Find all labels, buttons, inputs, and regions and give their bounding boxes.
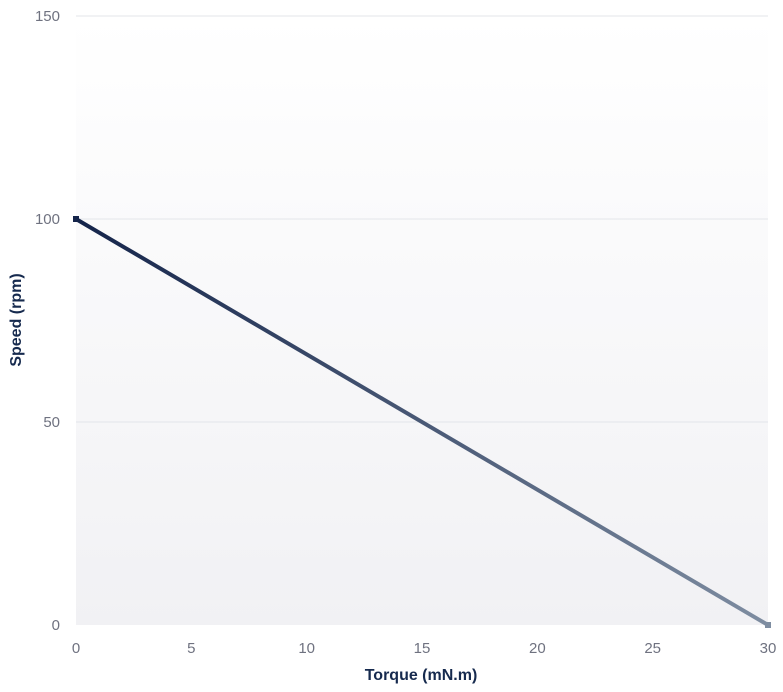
x-tick-label: 0 [72, 640, 80, 657]
x-tick-label: 20 [529, 640, 546, 657]
data-point [765, 622, 771, 628]
plot-background [76, 16, 768, 625]
data-point [73, 216, 79, 222]
x-tick-label: 25 [644, 640, 661, 657]
y-tick-label: 100 [35, 211, 60, 228]
x-axis-title: Torque (mN.m) [365, 667, 478, 684]
series-group [73, 216, 771, 628]
y-tick-label: 150 [35, 8, 60, 25]
y-axis-ticks: 0 50 100 150 [35, 8, 60, 634]
x-tick-label: 30 [760, 640, 777, 657]
x-tick-label: 15 [414, 640, 431, 657]
y-axis-title: Speed (rpm) [8, 273, 25, 366]
x-tick-label: 10 [298, 640, 315, 657]
x-tick-label: 5 [187, 640, 195, 657]
x-axis-ticks: 0 5 10 15 20 25 30 [72, 640, 777, 657]
y-tick-label: 0 [52, 617, 60, 634]
y-tick-label: 50 [43, 414, 60, 431]
series-line [73, 216, 771, 628]
